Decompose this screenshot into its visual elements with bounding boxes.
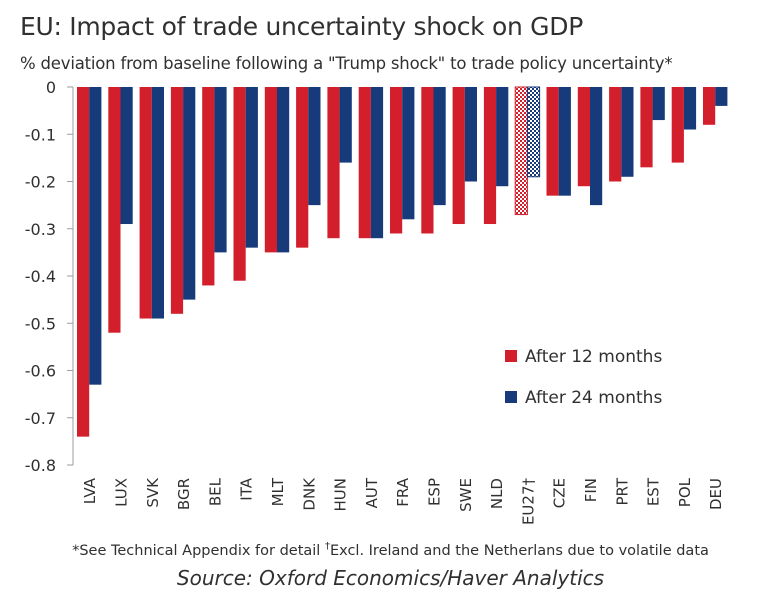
bar-mlt-24m [277,87,290,253]
bar-aut-24m [370,87,384,239]
bar-mlt-12m [264,87,277,253]
bar-hun-24m [339,87,352,163]
bar-bel-24m [214,87,227,253]
x-axis-labels: LVA LUX SVK BGR BEL ITA MLT DNK HUN AUT FRA ESP SWE N… [81,477,725,525]
y-axis: 0 -0.1 -0.2 -0.3 -0.4 -0.5 -0.6 -0.7 -0.8 [25,78,73,475]
bar-svk-12m [139,87,152,319]
x-tick-label: EU27† [519,478,537,526]
x-tick-label: DNK [300,477,318,511]
bar-cze-24m [558,87,571,196]
legend-swatch-24-months [505,391,517,403]
bar-aut-12m [358,87,371,239]
footnote-rest: Excl. Ireland and the Netherlans due to … [329,542,709,559]
bar-pol-12m [671,87,684,163]
bar-chart: 0 -0.1 -0.2 -0.3 -0.4 -0.5 -0.6 -0.7 -0.8 LVA LUX… [25,78,728,525]
chart-title: EU: Impact of trade uncertainty shock on… [20,12,583,41]
x-tick-label: BGR [175,478,193,510]
bar-swe-24m [464,87,477,182]
y-tick-label: -0.1 [25,125,56,144]
bar-eu27-12m [514,86,528,216]
bar-hun-12m [327,87,340,239]
x-tick-label: EST [645,477,663,506]
bar-ita-24m [245,87,258,248]
bar-deu-24m [715,87,728,106]
bar-dnk-24m [308,87,321,206]
x-tick-label: LVA [81,477,99,504]
footnote-dagger: † [324,541,330,552]
bar-svk-24m [151,87,164,319]
bar-fra-24m [402,87,415,220]
bar-lux-12m [108,87,121,333]
x-tick-label: FRA [394,477,412,506]
footnote: *See Technical Appendix for detail †Excl… [0,541,781,559]
x-tick-label: HUN [332,478,350,511]
bar-fin-24m [590,87,603,206]
y-tick-label: -0.8 [25,456,56,475]
y-tick-label: -0.3 [25,220,56,239]
bar-est-24m [652,87,665,121]
bar-eu27-24m [526,86,541,178]
x-tick-label: LUX [113,478,131,507]
bar-prt-12m [609,87,622,182]
x-tick-label: PRT [613,477,631,505]
bar-esp-24m [433,87,446,206]
bars-group [77,86,728,437]
bar-fin-12m [577,87,590,187]
x-tick-label: AUT [363,477,381,508]
legend-swatch-12-months [505,350,517,362]
x-tick-label: ESP [426,478,444,506]
bar-nld-12m [483,87,497,225]
bar-prt-24m [621,87,634,177]
y-tick-label: -0.2 [25,173,56,192]
bar-deu-12m [703,87,716,125]
bar-bgr-12m [170,87,184,314]
bar-lva-12m [77,87,90,437]
y-tick-label: -0.7 [25,409,56,428]
x-tick-label: ITA [238,477,256,500]
bar-swe-12m [452,87,465,225]
bar-fra-12m [390,87,403,234]
y-tick-label: -0.6 [25,362,56,381]
bar-nld-24m [496,87,509,187]
footnote-main: *See Technical Appendix for detail [72,542,325,559]
chart-subtitle: % deviation from baseline following a "T… [20,54,673,73]
x-tick-label: FIN [582,478,600,502]
bar-esp-12m [421,87,434,234]
y-tick-label: -0.4 [25,267,56,286]
x-tick-label: BEL [206,477,224,506]
legend: After 12 months After 24 months [505,347,662,408]
bar-ita-12m [233,87,246,281]
legend-label-24-months: After 24 months [525,388,662,408]
x-tick-label: MLT [269,477,287,506]
bar-dnk-12m [296,87,309,248]
bar-lva-24m [89,87,102,385]
bar-cze-12m [546,87,559,196]
source-note: Source: Oxford Economics/Haver Analytics [176,566,605,590]
x-tick-label: DEU [707,478,725,510]
legend-label-12-months: After 12 months [525,347,662,367]
x-tick-label: POL [676,477,694,507]
bar-pol-24m [683,87,697,130]
y-tick-label: 0 [46,78,56,97]
x-tick-label: CZE [551,478,569,508]
x-tick-label: SWE [457,478,475,512]
bar-est-12m [640,87,653,168]
y-tick-label: -0.5 [25,314,56,333]
bar-lux-24m [120,87,133,225]
bar-bgr-24m [183,87,196,300]
x-tick-label: NLD [488,478,506,509]
x-tick-label: SVK [144,477,162,508]
bar-bel-12m [202,87,215,286]
